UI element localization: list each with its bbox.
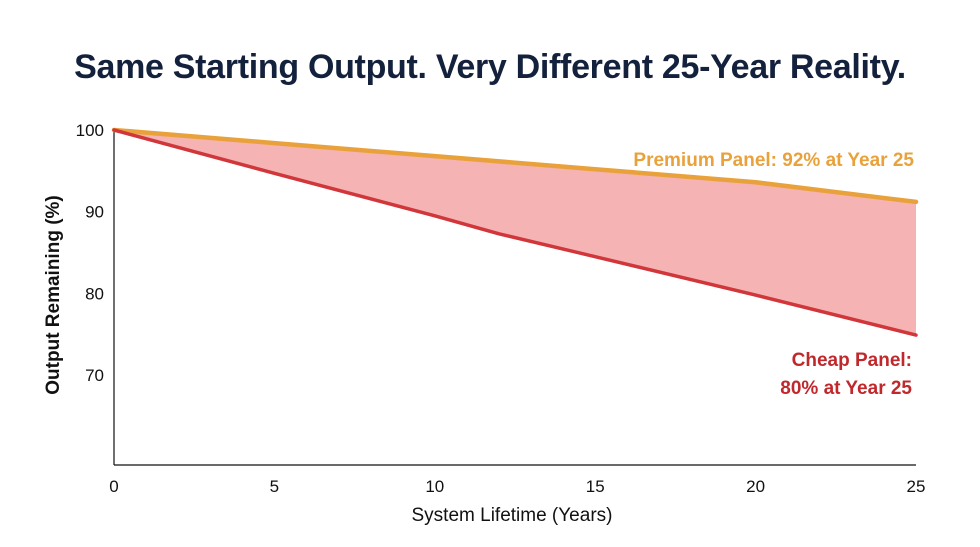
x-tick-label: 5 <box>270 477 279 496</box>
y-ticks: 70 80 90 100 <box>76 121 104 385</box>
y-tick-label: 100 <box>76 121 104 140</box>
annotation-cheap-line-1: Cheap Panel: <box>792 350 912 371</box>
x-tick-label: 15 <box>586 477 605 496</box>
y-axis-label: Output Remaining (%) <box>43 195 64 394</box>
series-line-premium <box>111 127 919 205</box>
axes <box>113 130 916 466</box>
x-tick-label: 0 <box>109 477 118 496</box>
y-tick-label: 80 <box>85 284 104 303</box>
annotation-premium: Premium Panel: 92% at Year 25 <box>633 150 914 171</box>
annotation-cheap-line-2: 80% at Year 25 <box>780 378 912 399</box>
x-tick-label: 10 <box>425 477 444 496</box>
series-line-cheap <box>112 128 918 337</box>
x-tick-label: 20 <box>746 477 765 496</box>
x-axis-label: System Lifetime (Years) <box>412 505 613 526</box>
y-tick-label: 90 <box>85 203 104 222</box>
y-tick-label: 70 <box>85 366 104 385</box>
x-ticks: 0 5 10 15 20 25 <box>109 477 925 496</box>
chart-title: Same Starting Output. Very Different 25-… <box>74 48 906 86</box>
x-tick-label: 25 <box>907 477 926 496</box>
